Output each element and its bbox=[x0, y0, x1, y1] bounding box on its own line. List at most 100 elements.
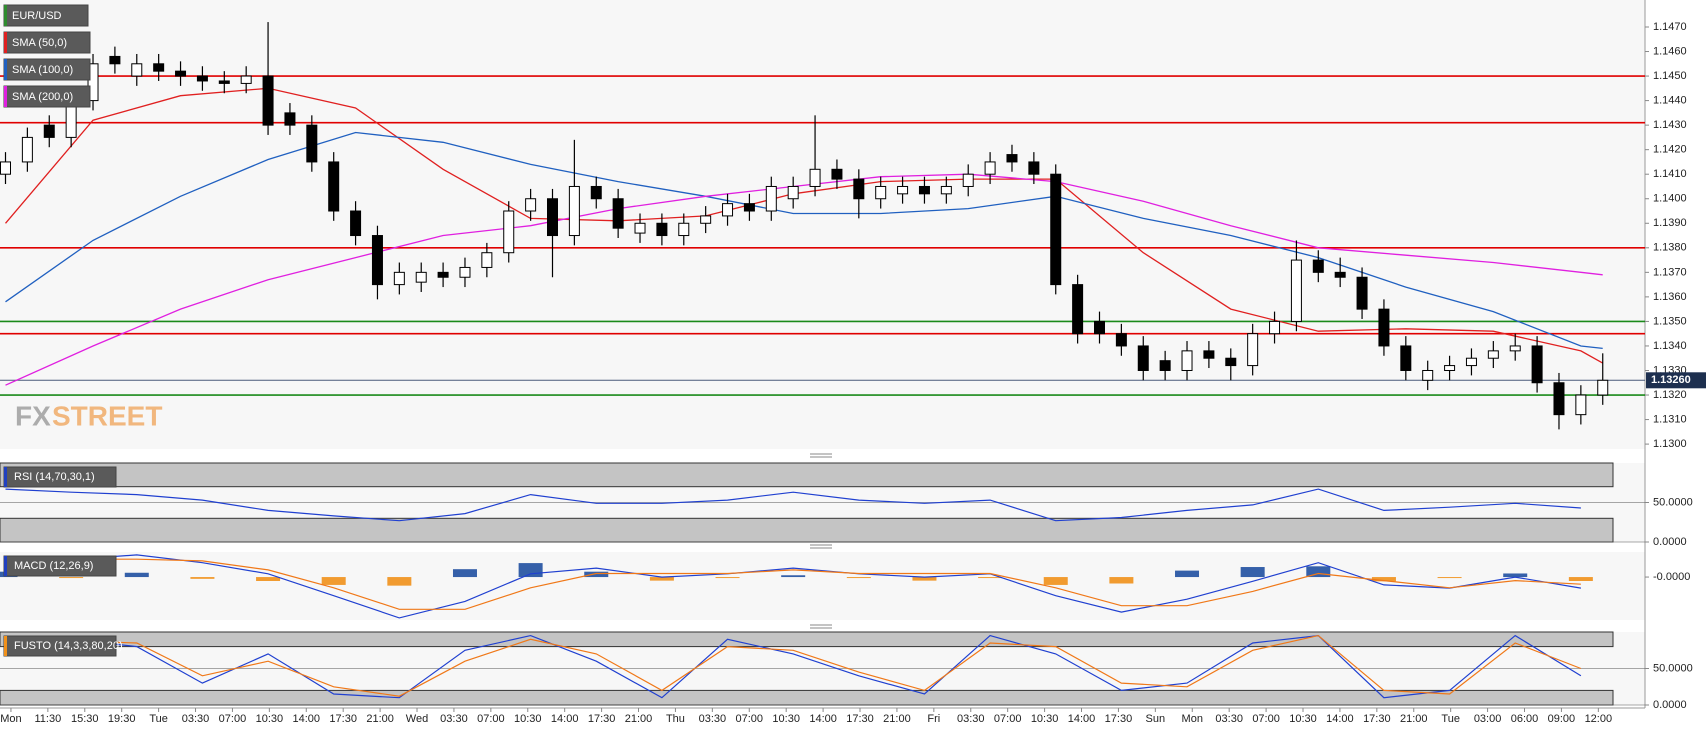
candle-body bbox=[568, 185, 580, 237]
histogram-bar bbox=[1043, 577, 1068, 585]
candle-body bbox=[262, 75, 274, 126]
legend-entry: SMA (200,0) bbox=[12, 91, 73, 103]
y-tick-label: 1.1450 bbox=[1653, 70, 1687, 82]
candle-body bbox=[131, 63, 143, 77]
level-band bbox=[0, 462, 1614, 488]
candle-body bbox=[1181, 350, 1193, 371]
x-tick-label: 17:30 bbox=[1105, 713, 1133, 725]
y-tick-label: 0.0000 bbox=[1653, 536, 1687, 548]
y-tick-label: 1.1300 bbox=[1653, 438, 1687, 450]
x-tick-label: Fri bbox=[927, 713, 940, 725]
legend-entry: SMA (50,0) bbox=[12, 37, 67, 49]
watermark-left: FX bbox=[15, 400, 51, 431]
candle-body bbox=[787, 185, 799, 200]
candle-body bbox=[525, 198, 537, 212]
histogram-bar bbox=[452, 569, 477, 578]
candle-body bbox=[43, 124, 55, 138]
candle-body bbox=[962, 173, 974, 187]
candle-body bbox=[1378, 308, 1390, 347]
x-tick-label: 14:00 bbox=[809, 713, 837, 725]
y-tick-label: 1.1410 bbox=[1653, 168, 1687, 180]
indicator-line bbox=[5, 634, 1582, 697]
candle-body bbox=[831, 168, 843, 180]
y-tick-label: 0.0000 bbox=[1653, 699, 1687, 711]
x-tick-label: 14:00 bbox=[1326, 713, 1354, 725]
x-tick-label: 03:30 bbox=[440, 713, 468, 725]
legend-color bbox=[4, 86, 7, 107]
candle-body bbox=[240, 75, 252, 84]
candle-body bbox=[1094, 320, 1105, 335]
candle-body bbox=[1050, 173, 1062, 286]
y-tick-label: 1.1460 bbox=[1653, 45, 1687, 57]
histogram-bar bbox=[124, 572, 149, 578]
x-tick-label: 15:30 bbox=[71, 713, 99, 725]
histogram-bar bbox=[387, 577, 412, 586]
candle-body bbox=[853, 178, 865, 200]
candle-body bbox=[547, 198, 558, 237]
candle-body bbox=[1269, 320, 1281, 335]
histogram-bar bbox=[518, 563, 543, 578]
candle-body bbox=[875, 185, 887, 200]
y-tick-label: 1.1320 bbox=[1653, 389, 1687, 401]
y-tick-label: 1.1420 bbox=[1653, 144, 1687, 156]
y-tick-label: 1.1470 bbox=[1653, 21, 1687, 33]
indicator-label: MACD (12,26,9) bbox=[14, 560, 93, 572]
candle-body bbox=[459, 266, 471, 278]
candle-body bbox=[590, 185, 602, 200]
legend-entry: SMA (100,0) bbox=[12, 64, 73, 76]
candle-body bbox=[306, 124, 318, 163]
x-tick-label: 07:00 bbox=[1252, 713, 1280, 725]
histogram-bar bbox=[912, 577, 937, 581]
indicator-label-color bbox=[4, 636, 7, 656]
candle-body bbox=[1597, 379, 1609, 396]
candle-body bbox=[21, 136, 33, 163]
x-tick-label: 07:00 bbox=[994, 713, 1022, 725]
candle-body bbox=[1028, 161, 1040, 175]
candle-body bbox=[634, 222, 646, 234]
candle-body bbox=[437, 271, 449, 278]
histogram-bar bbox=[978, 577, 1003, 579]
candle-body bbox=[1400, 345, 1412, 371]
level-band bbox=[0, 631, 1614, 648]
main-panel-bg bbox=[0, 0, 1645, 449]
y-tick-label: 1.1360 bbox=[1653, 291, 1687, 303]
x-tick-label: 17:30 bbox=[1363, 713, 1391, 725]
x-tick-label: 21:00 bbox=[366, 713, 394, 725]
x-tick-label: 17:30 bbox=[846, 713, 874, 725]
x-tick-label: Thu bbox=[666, 713, 685, 725]
x-tick-label: 03:00 bbox=[1474, 713, 1502, 725]
y-tick-label: 1.1340 bbox=[1653, 340, 1687, 352]
candle-body bbox=[809, 168, 821, 187]
x-tick-label: 12:00 bbox=[1585, 713, 1613, 725]
x-tick-label: 10:30 bbox=[514, 713, 542, 725]
histogram-bar bbox=[1371, 577, 1396, 582]
candle-body bbox=[503, 210, 515, 254]
histogram-bar bbox=[59, 577, 84, 579]
candle-body bbox=[918, 185, 930, 195]
panel-handles bbox=[810, 453, 832, 629]
candle-body bbox=[1487, 350, 1499, 359]
candle-body bbox=[1465, 357, 1477, 367]
candle-body bbox=[1203, 350, 1215, 359]
x-tick-label: 10:30 bbox=[1289, 713, 1317, 725]
level-band bbox=[0, 689, 1614, 706]
y-tick-label: 1.1390 bbox=[1653, 217, 1687, 229]
x-tick-label: 03:30 bbox=[699, 713, 727, 725]
legend-color bbox=[4, 59, 7, 80]
x-tick-label: 17:30 bbox=[329, 713, 357, 725]
x-tick-label: 14:00 bbox=[293, 713, 321, 725]
histogram-bar bbox=[781, 575, 806, 578]
candle-body bbox=[328, 161, 340, 212]
candle-body bbox=[175, 70, 187, 77]
candle-body bbox=[284, 112, 296, 126]
x-tick-label: 03:30 bbox=[1215, 713, 1243, 725]
candle-body bbox=[722, 203, 734, 217]
candle-body bbox=[1072, 284, 1084, 335]
candle-body bbox=[1159, 360, 1171, 371]
candle-body bbox=[218, 80, 230, 84]
candle-body bbox=[612, 198, 624, 229]
candle-body bbox=[393, 271, 405, 286]
candle-body bbox=[1247, 333, 1259, 367]
histogram-bar bbox=[321, 577, 346, 585]
sma-line bbox=[5, 131, 1603, 350]
